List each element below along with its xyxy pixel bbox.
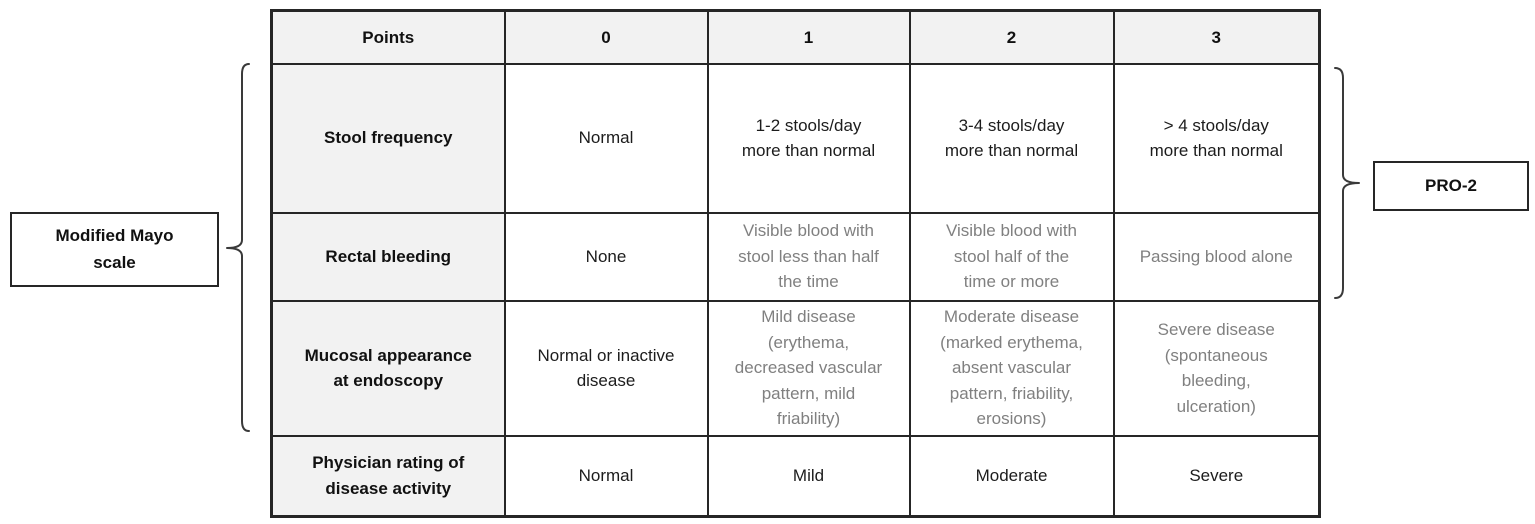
col-header-0: 0 (503, 9, 709, 65)
col-header-3: 3 (1112, 9, 1321, 65)
cell-mucosal-appearance-0: Normal or inactive disease (503, 299, 709, 437)
table-row-stool-frequency: Stool frequency Normal 1-2 stools/day mo… (270, 62, 1321, 214)
cell-stool-frequency-3: > 4 stools/day more than normal (1112, 62, 1321, 214)
header-row: Points 0 1 2 3 (270, 9, 1321, 65)
row-header-stool-frequency: Stool frequency (270, 62, 506, 214)
row-header-rectal-bleeding: Rectal bleeding (270, 211, 506, 302)
cell-physician-rating-3: Severe (1112, 434, 1321, 518)
pro-2-label: PRO-2 (1373, 161, 1529, 211)
cell-stool-frequency-2: 3-4 stools/day more than normal (908, 62, 1115, 214)
cell-rectal-bleeding-2: Visible blood with stool half of the tim… (908, 211, 1115, 302)
cell-rectal-bleeding-0: None (503, 211, 709, 302)
cell-physician-rating-1: Mild (706, 434, 911, 518)
cell-rectal-bleeding-3: Passing blood alone (1112, 211, 1321, 302)
right-brace (1334, 67, 1360, 299)
table-row-rectal-bleeding: Rectal bleeding None Visible blood with … (270, 211, 1321, 302)
col-header-2: 2 (908, 9, 1115, 65)
left-brace (226, 63, 250, 432)
cell-mucosal-appearance-1: Mild disease (erythema, decreased vascul… (706, 299, 911, 437)
cell-rectal-bleeding-1: Visible blood with stool less than half … (706, 211, 911, 302)
cell-stool-frequency-0: Normal (503, 62, 709, 214)
modified-mayo-scale-label: Modified Mayo scale (10, 212, 219, 287)
mayo-score-table: Points 0 1 2 3 Stool frequency Normal 1-… (270, 9, 1321, 518)
row-header-mucosal-appearance: Mucosal appearance at endoscopy (270, 299, 506, 437)
table-row-mucosal-appearance: Mucosal appearance at endoscopy Normal o… (270, 299, 1321, 437)
cell-stool-frequency-1: 1-2 stools/day more than normal (706, 62, 911, 214)
row-header-physician-rating: Physician rating of disease activity (270, 434, 506, 518)
cell-mucosal-appearance-2: Moderate disease (marked erythema, absen… (908, 299, 1115, 437)
cell-physician-rating-0: Normal (503, 434, 709, 518)
cell-physician-rating-2: Moderate (908, 434, 1115, 518)
col-header-points: Points (270, 9, 506, 65)
col-header-1: 1 (706, 9, 911, 65)
cell-mucosal-appearance-3: Severe disease (spontaneous bleeding, ul… (1112, 299, 1321, 437)
table-row-physician-rating: Physician rating of disease activity Nor… (270, 434, 1321, 518)
